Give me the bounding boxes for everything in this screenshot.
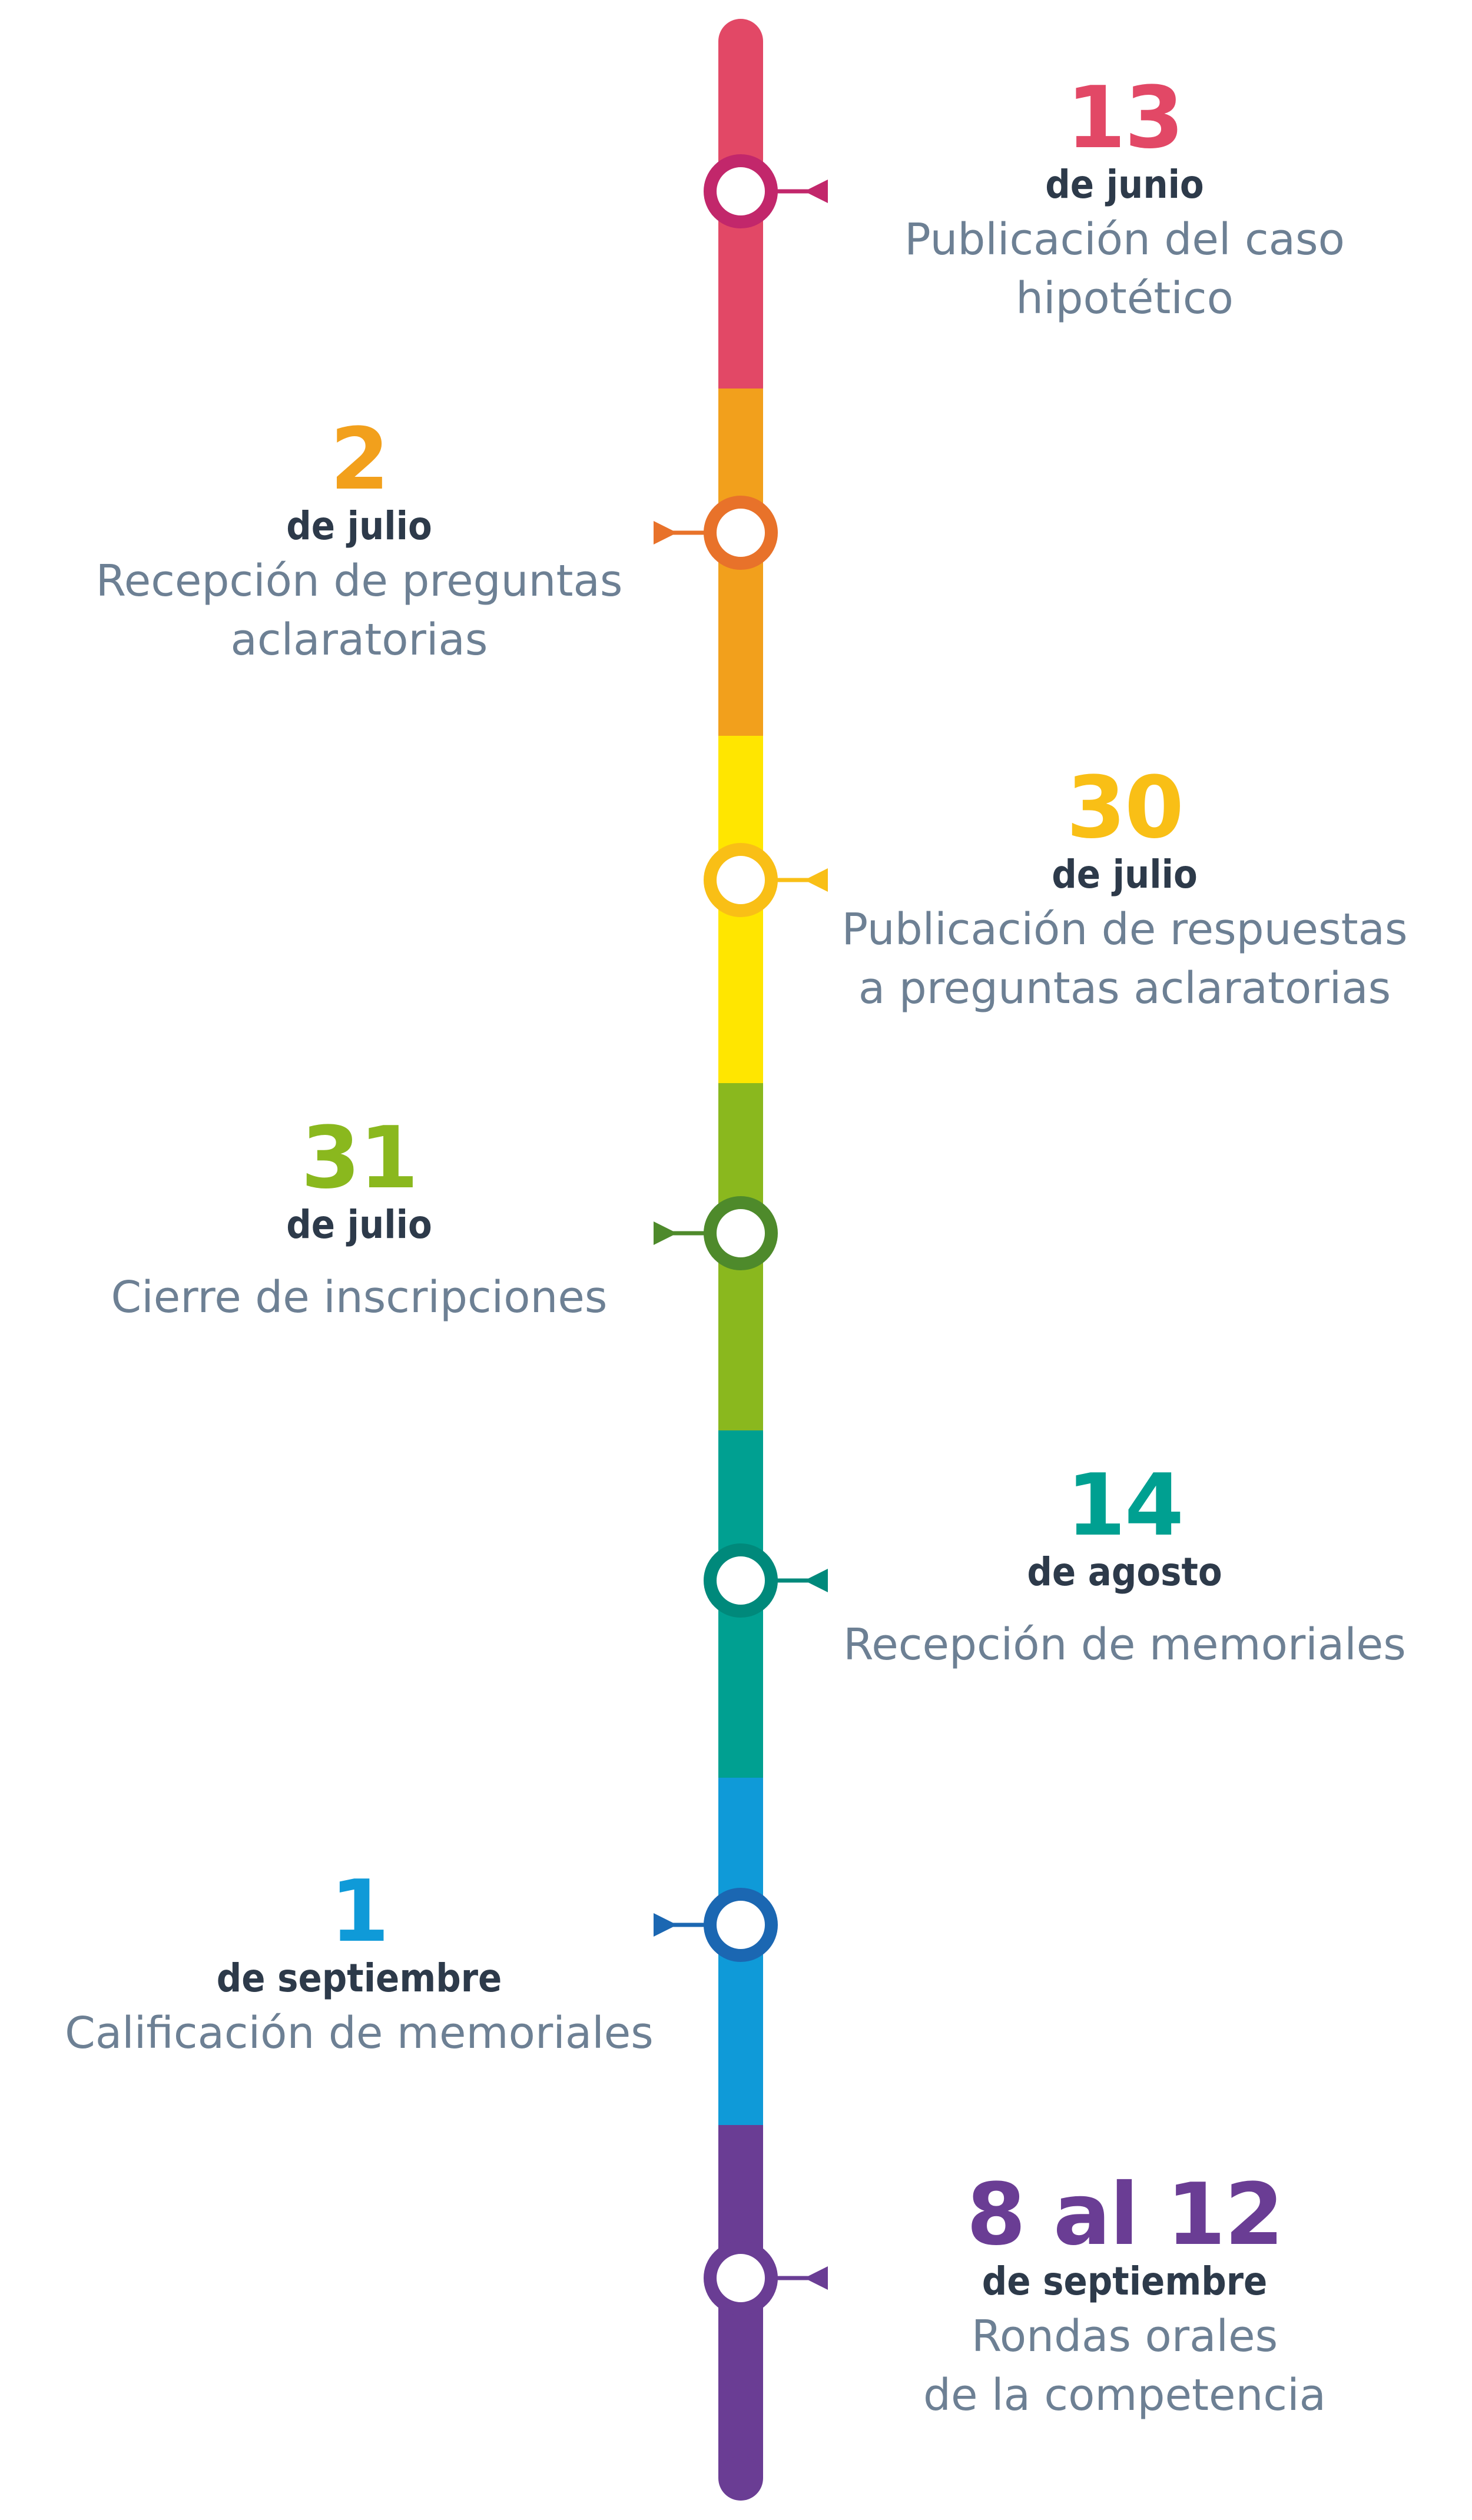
event-date-number: 8 al 12: [966, 2165, 1284, 2265]
timeline-node-6: [704, 1888, 778, 1962]
event-description: Publicación de respuestas a preguntas acl…: [830, 901, 1419, 1018]
timeline-node-1: [704, 154, 778, 228]
event-date-number: 2: [330, 410, 390, 509]
event-date-number: 1: [330, 1862, 390, 1961]
timeline-event-5: 14 de agosto Recepción de memoriales: [830, 1463, 1419, 1675]
event-description-line: Publicación de respuestas: [841, 904, 1408, 955]
event-description-line: Calificación de memoriales: [65, 2008, 654, 2059]
event-date-number: 31: [301, 1108, 419, 1208]
event-date-month: de septiembre: [982, 2259, 1268, 2304]
timeline-pointer-tip-6: [654, 1913, 677, 1937]
event-date-month: de julio: [286, 503, 432, 549]
timeline-event-6: 1 de septiembre Calificación de memoriales: [65, 1869, 654, 2063]
event-description: Publicación del caso hipotético: [830, 211, 1419, 328]
event-date-month: de julio: [286, 1202, 432, 1247]
event-date-month: de julio: [1052, 852, 1198, 897]
event-description-line: aclaratorias: [230, 615, 488, 666]
timeline-node-5: [704, 1543, 778, 1618]
timeline-event-4: 31 de julio Cierre de inscripciones: [65, 1115, 654, 1327]
timeline-cap-top: [718, 19, 763, 64]
event-date-number: 14: [1066, 1456, 1184, 1555]
timeline-cap-bottom: [718, 2456, 763, 2501]
event-date-month: de agosto: [1027, 1549, 1222, 1595]
event-description-line: Recepción de preguntas: [95, 556, 623, 607]
timeline-pointer-tip-5: [804, 1569, 828, 1592]
event-description: Recepción de memoriales: [830, 1616, 1419, 1675]
timeline-node-7: [704, 2241, 778, 2315]
event-description-line: Publicación del caso hipotético: [904, 214, 1345, 324]
timeline-event-7: 8 al 12 de septiembre Rondas orales de la c…: [830, 2172, 1419, 2425]
event-date-number: 13: [1066, 68, 1184, 168]
timeline-node-2: [704, 496, 778, 570]
event-description: Rondas orales de la competencia: [830, 2307, 1419, 2425]
timeline-pointer-tip-2: [654, 521, 677, 544]
event-description-line: Recepción de memoriales: [843, 1619, 1406, 1671]
timeline-pointer-tip-7: [804, 2266, 828, 2290]
event-date-month: de junio: [1045, 162, 1204, 207]
event-date-month: de septiembre: [216, 1955, 502, 2001]
event-description: Cierre de inscripciones: [65, 1269, 654, 1327]
event-description: Calificación de memoriales: [65, 2004, 654, 2063]
event-description-line: de la competencia: [923, 2370, 1327, 2421]
timeline-node-3: [704, 843, 778, 917]
event-description-line: Rondas orales: [971, 2311, 1278, 2362]
timeline-event-1: 13 de junio Publicación del caso hipotétic…: [830, 75, 1419, 328]
timeline-nodes: [654, 154, 828, 2315]
event-date-number: 30: [1066, 758, 1184, 858]
timeline-event-2: 2 de julio Recepción de preguntas aclarator…: [65, 417, 654, 670]
event-description: Recepción de preguntas aclaratorias: [65, 552, 654, 670]
timeline-node-4: [704, 1196, 778, 1270]
timeline-pointer-tip-4: [654, 1221, 677, 1245]
event-description-line: Cierre de inscripciones: [111, 1272, 608, 1323]
timeline-pointer-tip-1: [804, 180, 828, 203]
timeline-pointer-tip-3: [804, 868, 828, 892]
event-description-line: a preguntas aclaratorias: [858, 963, 1391, 1014]
timeline-event-3: 30 de julio Publicación de respuestas a pre…: [830, 765, 1419, 1018]
